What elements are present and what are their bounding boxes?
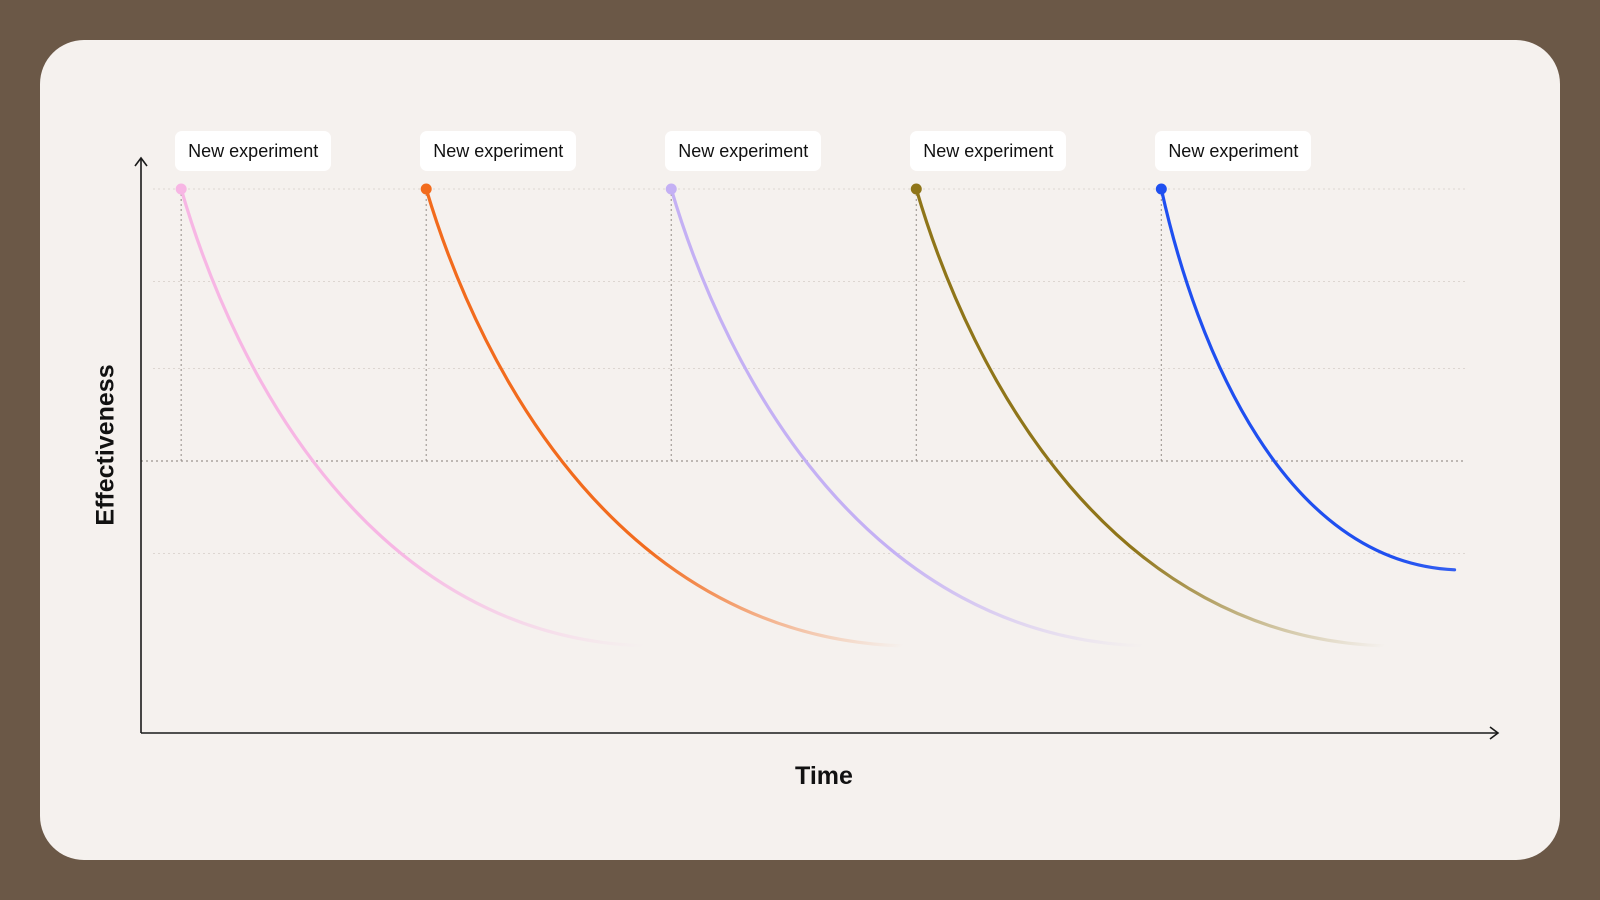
chart-card xyxy=(40,40,1560,860)
series-start-point xyxy=(175,183,187,195)
x-axis-arrow xyxy=(1489,726,1500,740)
series-start-point xyxy=(420,183,432,195)
series-curve xyxy=(424,187,905,648)
series-label: New experiment xyxy=(420,131,577,171)
grid-layer xyxy=(141,188,1465,554)
series-curve xyxy=(1159,187,1457,572)
drop-lines xyxy=(180,189,1162,461)
series-start-point xyxy=(910,183,922,195)
series-curve xyxy=(914,187,1387,648)
series-label: New experiment xyxy=(910,131,1067,171)
y-axis-title: Effectiveness xyxy=(91,364,120,526)
series-label: New experiment xyxy=(665,131,822,171)
series-start-point xyxy=(1155,183,1167,195)
series-label: New experiment xyxy=(1155,131,1312,171)
axes xyxy=(134,156,1500,740)
series-curve xyxy=(179,187,647,648)
series-curve xyxy=(669,187,1146,648)
series-start-points xyxy=(175,183,1167,195)
x-axis-title: Time xyxy=(795,762,853,790)
y-axis-arrow xyxy=(134,156,148,167)
series-start-point xyxy=(665,183,677,195)
series-label: New experiment xyxy=(175,131,332,171)
series-curves xyxy=(179,187,1457,648)
